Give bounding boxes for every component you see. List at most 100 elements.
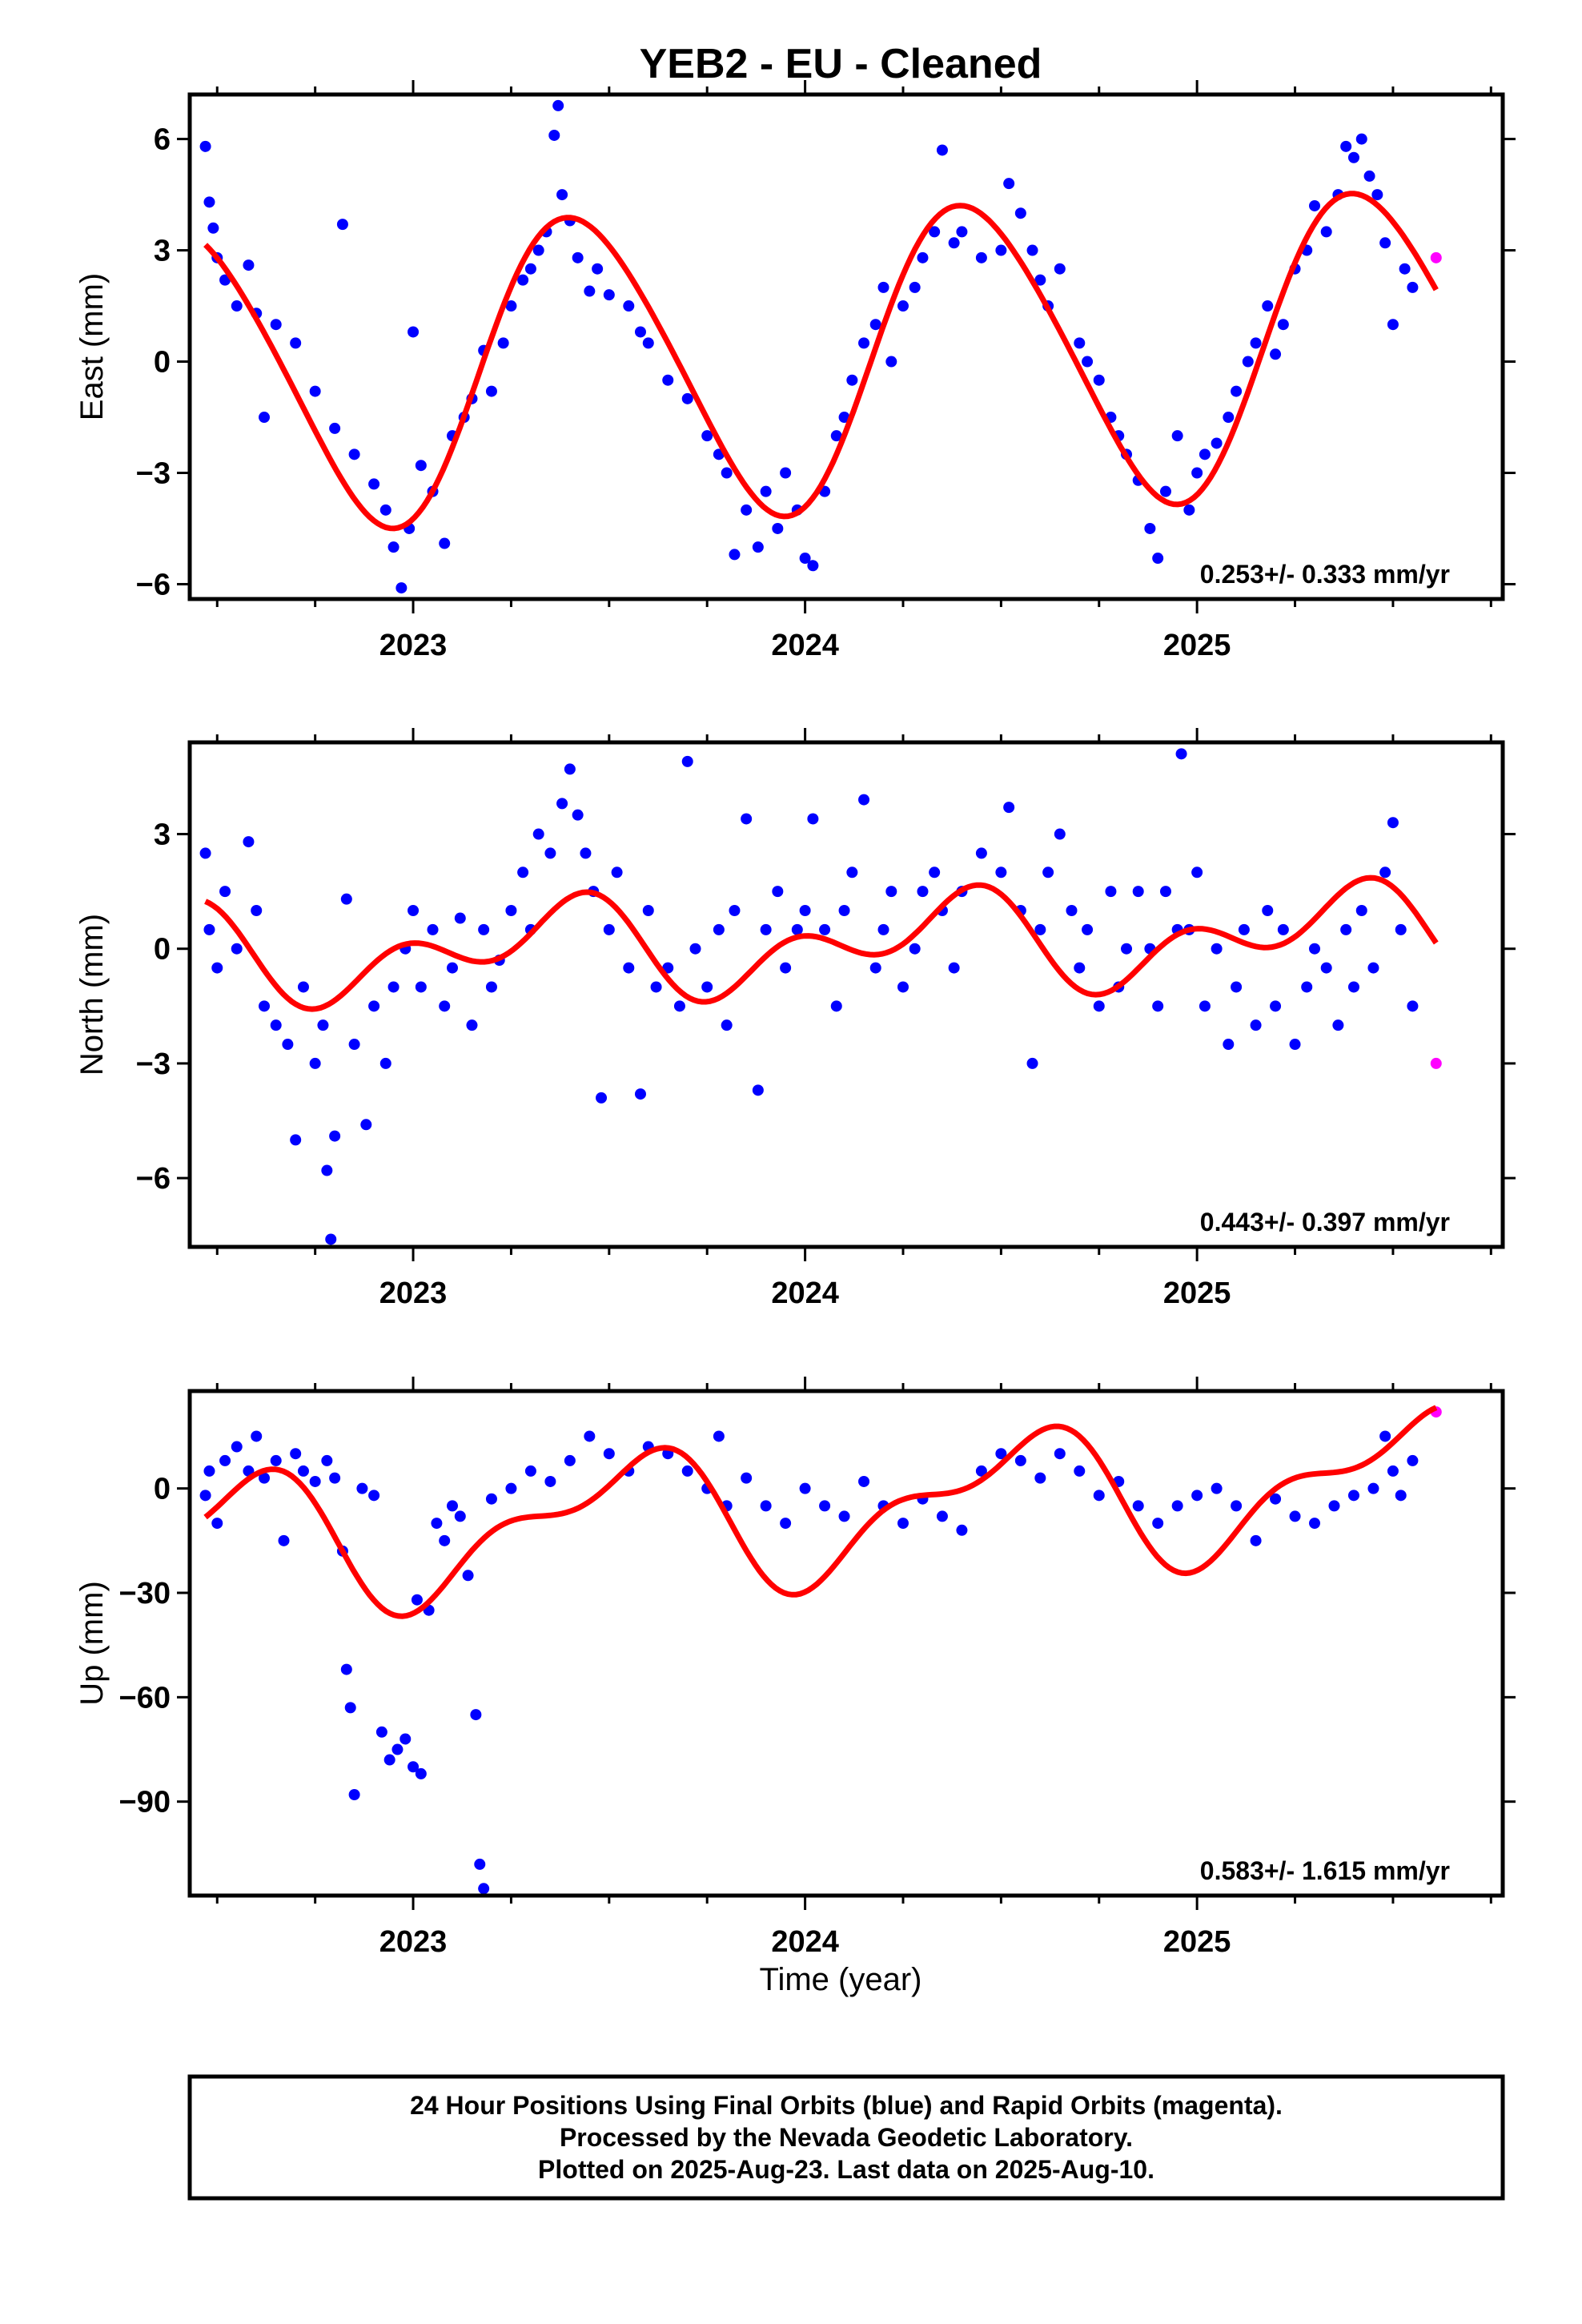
final-orbit-point [411,1594,423,1606]
final-orbit-point [1340,923,1352,935]
final-orbit-point [408,326,420,338]
final-orbit-point [956,226,968,238]
rapid-orbit-point [1430,251,1442,263]
final-orbit-point [741,813,753,825]
final-orbit-point [219,1454,231,1466]
final-orbit-point [1277,923,1289,935]
final-orbit-point [799,553,811,565]
final-orbit-point [1211,1482,1223,1494]
final-orbit-point [1054,1448,1066,1460]
final-orbit-point [1034,923,1046,935]
final-orbit-point [282,1039,294,1051]
final-orbit-point [1320,962,1332,974]
final-orbit-point [400,1733,412,1745]
rapid-orbit-point [1430,1057,1442,1069]
final-orbit-point [1175,748,1187,760]
final-orbit-point [532,244,544,256]
final-orbit-point [975,1465,987,1477]
y-tick-label: −30 [119,1577,171,1610]
final-orbit-point [1309,199,1321,211]
y-tick-label: −60 [119,1681,171,1715]
final-orbit-point [203,923,215,935]
final-orbit-point [368,478,380,490]
x-tick-label: 2024 [771,1925,839,1959]
y-tick-label: 3 [154,235,171,268]
final-orbit-point [564,763,576,775]
final-orbit-point [544,1475,556,1487]
final-orbit-point [203,1465,215,1477]
final-orbit-point [858,794,870,806]
final-orbit-point [297,1465,309,1477]
final-orbit-point [623,962,635,974]
final-orbit-point [231,300,243,312]
final-orbit-point [505,1482,517,1494]
final-orbit-point [548,129,560,141]
final-orbit-point [760,923,772,935]
y-tick-label: 0 [154,346,171,380]
final-orbit-point [556,189,568,201]
final-orbit-point [1355,905,1367,916]
x-tick-label: 2025 [1163,1277,1231,1310]
final-orbit-point [1328,1500,1340,1512]
final-orbit-point [1144,522,1156,534]
final-orbit-point [447,1500,458,1512]
final-orbit-point [270,1454,282,1466]
final-orbit-point [391,1743,404,1755]
final-orbit-point [485,1493,497,1505]
final-orbit-point [596,1092,608,1104]
final-orbit-point [807,813,819,825]
final-orbit-point [1395,1490,1407,1502]
x-tick-label: 2023 [379,1925,448,1959]
final-orbit-point [408,1761,420,1773]
final-orbit-point [780,467,792,479]
final-orbit-point [321,1454,333,1466]
final-orbit-point [278,1534,290,1546]
model-curve [204,875,1439,1012]
final-orbit-point [869,319,881,331]
final-orbit-point [1347,151,1359,163]
final-orbit-point [211,962,223,974]
final-orbit-point [634,1088,646,1100]
final-orbit-point [995,244,1007,256]
final-orbit-point [368,1000,380,1012]
final-orbit-point [936,144,948,156]
final-orbit-point [584,285,596,297]
final-orbit-point [329,1472,341,1484]
y-tick-label: −6 [136,568,171,601]
final-orbit-point [603,923,615,935]
final-orbit-point [760,1500,772,1512]
final-orbit-point [650,981,662,993]
footer-line-1: 24 Hour Positions Using Final Orbits (bl… [410,2091,1283,2120]
final-orbit-point [552,99,564,111]
final-orbit-point [858,1475,870,1487]
final-orbit-point [387,541,400,553]
final-orbit-point [259,412,271,424]
final-orbit-point [807,560,819,572]
final-orbit-point [259,1000,271,1012]
final-orbit-point [701,981,713,993]
final-orbit-point [1340,140,1352,152]
final-orbit-point [1301,981,1313,993]
final-orbit-point [309,385,321,397]
final-orbit-point [427,923,439,935]
final-orbit-point [1105,886,1117,898]
final-orbit-point [1014,207,1026,219]
final-orbit-point [877,281,889,293]
final-orbit-point [447,962,458,974]
final-orbit-point [387,981,400,993]
final-orbit-point [544,847,556,859]
final-orbit-point [885,356,897,368]
footer-line-3: Plotted on 2025-Aug-23. Last data on 202… [538,2155,1154,2184]
final-orbit-point [929,866,941,879]
final-orbit-point [1054,263,1066,275]
y-tick-label: 0 [154,933,171,967]
final-orbit-point [379,504,391,516]
final-orbit-point [1270,1000,1282,1012]
footer-frame [187,2074,1505,2201]
final-orbit-point [799,1482,811,1494]
final-orbit-point [1262,905,1274,916]
final-orbit-point [830,430,842,442]
final-orbit-point [1231,981,1243,993]
final-orbit-point [1309,1518,1321,1530]
final-orbit-point [1003,802,1015,814]
